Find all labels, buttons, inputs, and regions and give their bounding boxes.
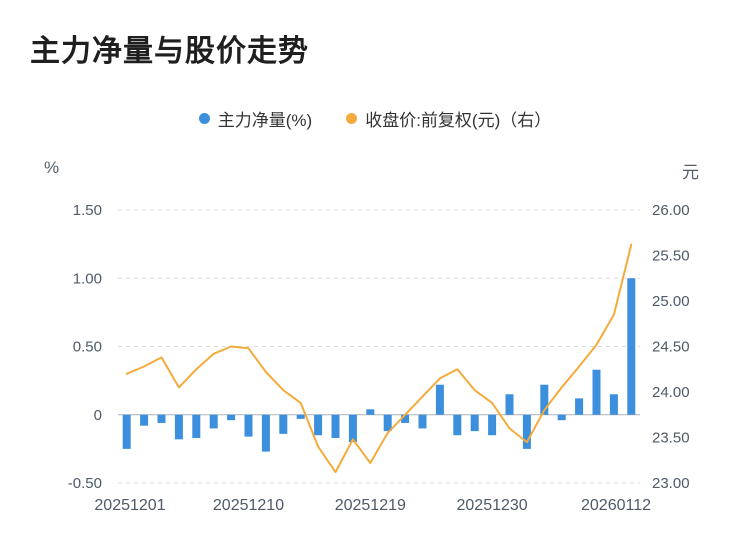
bar-20260102 [522,414,531,449]
bar-20251226 [453,414,462,436]
price-line [125,243,633,474]
bar-20251210 [244,414,253,437]
right-axis-tick: 24.50 [652,339,690,356]
bar-20251230 [488,414,497,436]
bar-20251215 [296,414,305,419]
right-axis-tick: 25.00 [652,293,690,310]
bar-20251217 [331,414,340,438]
right-axis-labels: 26.00 25.50 25.00 24.50 24.00 23.50 23.00 [652,202,690,492]
left-axis-tick: 1.50 [73,202,102,219]
bar-20251211 [261,414,270,452]
x-axis-tick: 20251210 [213,497,284,514]
bar-20251209 [227,414,236,421]
left-axis-tick: 1.00 [73,270,102,287]
x-axis-tick: 20260112 [581,497,651,514]
right-axis-tick: 23.00 [652,475,690,492]
grid-lines [118,209,640,484]
x-axis-tick: 20251219 [335,497,406,514]
bar-20251218 [348,414,357,443]
left-axis-tick: 0.50 [73,339,102,356]
net-volume-bars [122,278,636,452]
bar-20251203 [157,414,166,423]
bar-20251201 [122,414,131,449]
orange-dot-icon [346,113,358,124]
close-price-polyline [125,243,633,474]
bar-20251219 [366,409,375,415]
bar-20260109 [609,394,618,415]
legend-item-net-volume[interactable]: 主力净量(%) [198,106,313,131]
bar-20251231 [505,394,514,415]
right-axis-tick: 23.50 [652,430,690,447]
blue-dot-icon [198,113,210,124]
x-axis-tick: 20251201 [94,497,165,514]
legend: 主力净量(%) 收盘价:前复权(元)（右） [0,106,750,131]
bar-20251212 [279,414,288,434]
x-axis-tick: 20251230 [457,497,528,514]
bar-20251225 [435,384,444,415]
right-axis-tick: 26.00 [652,202,690,219]
right-axis-tick: 24.00 [652,384,690,401]
bar-20260108 [592,369,601,415]
page-title: 主力净量与股价走势 [30,35,309,68]
left-axis-tick: 0 [94,407,102,424]
bar-20251205 [192,414,201,438]
x-axis-labels: 20251201 20251210 20251219 20251230 20260112 [94,497,651,514]
bar-20260112 [627,278,636,415]
legend-item-close-price[interactable]: 收盘价:前复权(元)（右） [346,106,551,131]
bar-20251204 [174,414,183,440]
bar-20251223 [401,414,410,423]
bar-20260105 [540,384,549,415]
bar-20251216 [314,414,323,436]
bar-20251208 [209,414,218,429]
bar-20260106 [557,414,566,421]
bar-20260107 [575,398,584,415]
bar-20251222 [383,414,392,432]
bar-20251202 [140,414,149,426]
right-axis-tick: 25.50 [652,248,690,265]
right-axis-unit: 元 [682,163,699,182]
legend-label-net-volume: 主力净量(%) [217,111,313,130]
legend-label-close-price: 收盘价:前复权(元)（右） [365,111,552,130]
left-axis-labels: 1.50 1.00 0.50 0 -0.50 [68,202,102,492]
bar-20251224 [418,414,427,429]
left-axis-unit: % [44,158,60,177]
left-axis-tick: -0.50 [68,475,102,492]
bar-20251229 [470,414,479,432]
